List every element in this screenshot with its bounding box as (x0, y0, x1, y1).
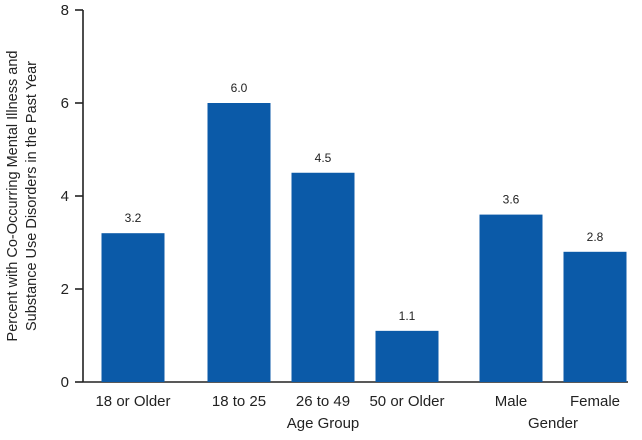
y-axis-title-line-1: Percent with Co-Occurring Mental Illness… (5, 51, 21, 342)
category-label-male: Male (495, 393, 528, 410)
category-label-18-to-25: 18 to 25 (212, 393, 266, 410)
y-tick-label-8: 8 (61, 2, 69, 19)
plot-area: 0 2 4 6 8 3.2 18 or Older 6.0 18 to 25 4.5 26 to 4… (61, 2, 628, 432)
y-tick-label-2: 2 (61, 281, 69, 298)
value-label-male: 3.6 (503, 193, 520, 207)
group-label-gender: Gender (528, 415, 578, 432)
bar-male (479, 214, 543, 382)
value-label-18-to-25: 6.0 (231, 81, 248, 95)
value-label-18-or-older: 3.2 (125, 211, 142, 225)
bar-50-or-older (375, 330, 439, 382)
bar-female (563, 251, 627, 382)
category-label-18-or-older: 18 or Older (95, 393, 170, 410)
category-label-50-or-older: 50 or Older (369, 393, 444, 410)
y-tick-label-0: 0 (61, 374, 69, 391)
category-label-female: Female (570, 393, 620, 410)
y-tick-label-6: 6 (61, 95, 69, 112)
bar-26-to-49 (291, 172, 355, 382)
bar-18-to-25 (207, 103, 271, 382)
group-label-age-group: Age Group (287, 415, 360, 432)
y-tick-label-4: 4 (61, 188, 69, 205)
value-label-female: 2.8 (587, 230, 604, 244)
value-label-26-to-49: 4.5 (315, 151, 332, 165)
value-label-50-or-older: 1.1 (399, 309, 416, 323)
bar-18-or-older (101, 233, 165, 382)
category-label-26-to-49: 26 to 49 (296, 393, 350, 410)
y-axis-title-line-2: Substance Use Disorders in the Past Year (24, 61, 40, 331)
